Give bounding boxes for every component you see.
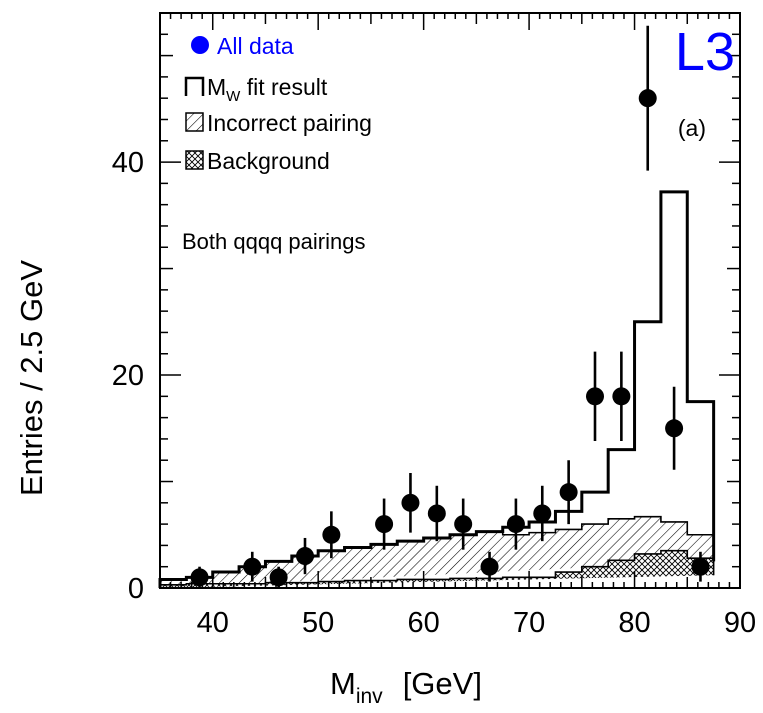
data-marker bbox=[691, 557, 710, 576]
legend-label-background: Background bbox=[207, 148, 330, 174]
data-point bbox=[427, 485, 446, 542]
legend-fit-main: M bbox=[207, 74, 226, 100]
data-point bbox=[269, 566, 288, 588]
x-tick-label: 90 bbox=[724, 607, 756, 639]
x-tick-label: 40 bbox=[197, 607, 229, 639]
legend-fit-sub: W bbox=[226, 88, 241, 105]
axes: 40 50 60 70 80 90 0 20 40 bbox=[112, 12, 756, 639]
legend-label-fit: MW fit result bbox=[207, 74, 328, 105]
x-axis-title: Minv [GeV] bbox=[330, 666, 482, 708]
data-point bbox=[296, 537, 314, 575]
data-marker bbox=[665, 419, 684, 438]
data-marker bbox=[322, 525, 341, 544]
data-marker bbox=[638, 89, 657, 108]
data-point bbox=[243, 551, 262, 582]
legend-label-data: All data bbox=[217, 33, 294, 59]
x-axis-title-unit: [GeV] bbox=[403, 666, 482, 701]
data-marker bbox=[586, 387, 604, 406]
data-marker bbox=[269, 568, 288, 587]
x-axis-title-main: M bbox=[330, 666, 356, 701]
data-point bbox=[506, 498, 525, 550]
y-tick-label: 20 bbox=[112, 360, 144, 392]
y-axis-title: Entries / 2.5 GeV bbox=[14, 260, 49, 496]
x-tick-label: 50 bbox=[302, 607, 334, 639]
x-tick-label: 70 bbox=[513, 607, 545, 639]
data-point bbox=[533, 485, 552, 542]
data-point bbox=[559, 460, 578, 525]
data-point bbox=[638, 25, 657, 171]
y-tick-label: 0 bbox=[128, 573, 144, 605]
data-marker bbox=[190, 568, 209, 587]
data-marker bbox=[427, 504, 446, 523]
data-marker bbox=[243, 557, 262, 576]
data-point bbox=[665, 386, 684, 470]
legend-label-incorrect: Incorrect pairing bbox=[207, 110, 372, 136]
data-marker bbox=[480, 557, 499, 576]
data-marker bbox=[559, 483, 578, 502]
annotation-text: Both qqqq pairings bbox=[182, 229, 365, 254]
data-marker bbox=[454, 515, 473, 534]
data-marker bbox=[375, 515, 394, 534]
plot-area bbox=[158, 25, 716, 588]
legend-fit-swatch bbox=[184, 76, 205, 96]
data-marker bbox=[533, 504, 552, 523]
panel-label: (a) bbox=[678, 115, 706, 141]
data-point bbox=[375, 498, 394, 550]
legend-fit-suffix: fit result bbox=[240, 74, 328, 100]
data-point bbox=[322, 511, 341, 559]
legend: All data MW fit result Incorrect pairing Ba… bbox=[184, 33, 372, 174]
data-point bbox=[190, 566, 209, 588]
experiment-label: L3 bbox=[675, 22, 735, 82]
legend-background-swatch bbox=[185, 150, 204, 170]
x-tick-label: 60 bbox=[408, 607, 440, 639]
y-tick-label: 40 bbox=[112, 147, 144, 179]
data-point bbox=[691, 551, 710, 582]
data-marker bbox=[612, 387, 631, 406]
legend-incorrect-swatch bbox=[185, 112, 204, 132]
data-point bbox=[401, 473, 420, 533]
data-marker bbox=[296, 547, 314, 566]
data-point bbox=[612, 351, 631, 442]
legend-data-marker bbox=[191, 36, 209, 54]
data-marker bbox=[506, 515, 525, 534]
data-marker bbox=[401, 493, 420, 512]
plot-frame bbox=[159, 12, 741, 589]
data-point bbox=[480, 551, 499, 582]
x-tick-label: 80 bbox=[618, 607, 650, 639]
x-axis-title-sub: inv bbox=[356, 685, 383, 708]
data-point bbox=[586, 351, 604, 442]
data-point bbox=[454, 498, 473, 550]
